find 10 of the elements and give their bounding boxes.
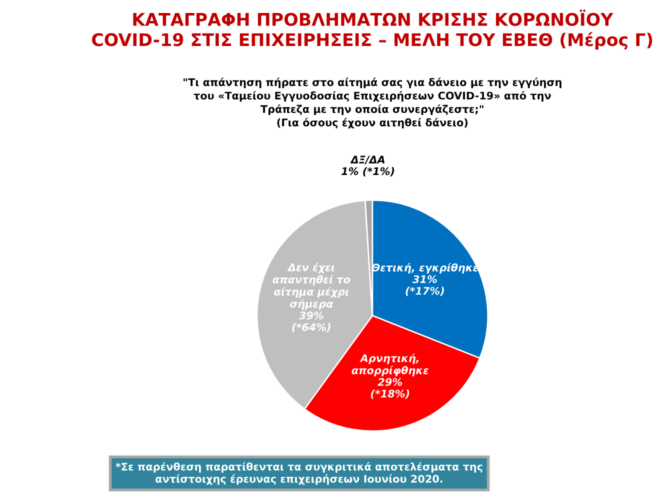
- data-label: 29% (*18%): [370, 378, 410, 399]
- data-label: 39% (*64%): [292, 312, 330, 332]
- slice-label: Δεν έχει απαντηθεί το αίτημα μέχρι σήμερα: [272, 262, 350, 310]
- data-label: 1% (*1%): [342, 167, 394, 176]
- chart-title: ΚΑΤΑΓΡΑΦΗ ΠΡΟΒΛΗΜΑΤΩΝ ΚΡΙΣΗΣ ΚΟΡΩΝΟΪΟΥ COVID-19 ΣΤΙΣ ΕΠΙΧΕΙΡΗΣΕΙΣ – ΜΕΛΗ ΤΟΥ ΕΒΕΘ (Μέρος Γ): [92, 10, 652, 50]
- slice-label: ΔΞ/ΔΑ: [350, 156, 384, 164]
- slice-label: Αρνητική, απορρίφθηκε: [352, 354, 428, 376]
- text: *Σε παρένθεση παρατίθενται τα συγκριτικά αποτελέσματα της αντίστοιχης έρευνας επιχειρήσεων Ιουνίου 2020.: [116, 462, 482, 485]
- chart-subtitle: "Τι απάντηση πήρατε στο αίτημά σας για δάνειο με την εγγύηση του «Ταμείου Εγγυοδοσίας Επιχειρήσεων COVID-19» από την Τράπεζα με την οποία συνεργάζεστε;" (Για όσους έχουν αιτηθεί δάνειο): [184, 78, 562, 128]
- data-label: 31% (*17%): [406, 275, 444, 296]
